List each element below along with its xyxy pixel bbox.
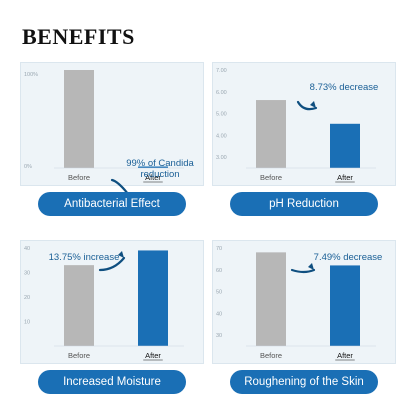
y-tick-label: 4.00 [216,133,227,139]
chart-panel-ph: 7.00 6.00 5.00 4.00 3.00 Before After 8.73% dec… [212,62,396,224]
y-tick-label: 10 [24,320,30,326]
chart-title-pill: Roughening of the Skin [230,370,378,394]
y-tick-label: 20 [24,295,30,301]
category-label: Before [68,173,90,182]
y-tick-label: 7.00 [216,68,227,74]
after-bar [330,265,360,346]
annotation-text: 13.75% increase [49,252,120,263]
y-tick-label: 70 [216,246,222,252]
annotation-arrow [98,256,126,272]
chart-panel-roughness: 70 60 50 40 30 Before After 7.49% decrease Roug… [212,240,396,402]
plot-area [20,240,204,364]
plot-area [212,240,396,364]
annotation-arrow [290,268,316,274]
annotation-text: reduction [140,169,179,180]
plot-area [20,62,204,186]
category-label: Before [260,351,282,360]
y-tick-label: 5.00 [216,112,227,118]
chart-title-pill: Antibacterial Effect [38,192,186,216]
y-tick-label: 3.00 [216,155,227,161]
annotation-text: 8.73% decrease [310,82,379,93]
chart-panel-antibacterial: 100% 0% Before After 99% of Candida reduction… [20,62,204,224]
after-bar [138,250,168,346]
annotation-text: 99% of Candida [126,158,194,169]
category-label: Before [260,173,282,182]
chart-panel-moisture: 40 30 20 10 Before After 13.75% increase Incre… [20,240,204,402]
y-tick-label: 6.00 [216,90,227,96]
annotation-arrow [296,100,318,111]
category-label: Before [68,351,90,360]
chart-title-pill: Increased Moisture [38,370,186,394]
annotation-text: 7.49% decrease [314,252,383,263]
y-tick-label: 40 [24,246,30,252]
before-bar [256,100,286,168]
category-label: After [337,173,353,182]
y-tick-label: 30 [216,333,222,339]
annotation-arrow [110,178,128,192]
after-bar [330,123,360,168]
y-tick-label: 40 [216,311,222,317]
category-label: After [337,351,353,360]
y-tick-label: 0% [24,164,32,170]
page-title: BENEFITS [22,24,135,49]
arrow-head [310,101,316,108]
category-label: After [145,173,161,182]
y-tick-label: 30 [24,271,30,277]
chart-svg: 70 60 50 40 30 Before After 7.49% decrease [216,246,383,361]
before-bar [256,252,286,346]
arrow-head [308,263,314,270]
before-bar [64,265,94,346]
category-label: After [145,351,161,360]
before-bar [64,70,94,168]
y-tick-label: 50 [216,290,222,296]
y-tick-label: 60 [216,268,222,274]
chart-svg: 40 30 20 10 Before After 13.75% increase [24,246,184,361]
plot-area [212,62,396,186]
arrow-head [118,251,124,258]
chart-svg: 7.00 6.00 5.00 4.00 3.00 Before After 8.73% dec… [216,68,379,183]
chart-title-pill: pH Reduction [230,192,378,216]
after-bar [138,166,168,168]
y-tick-label: 100% [24,72,38,78]
